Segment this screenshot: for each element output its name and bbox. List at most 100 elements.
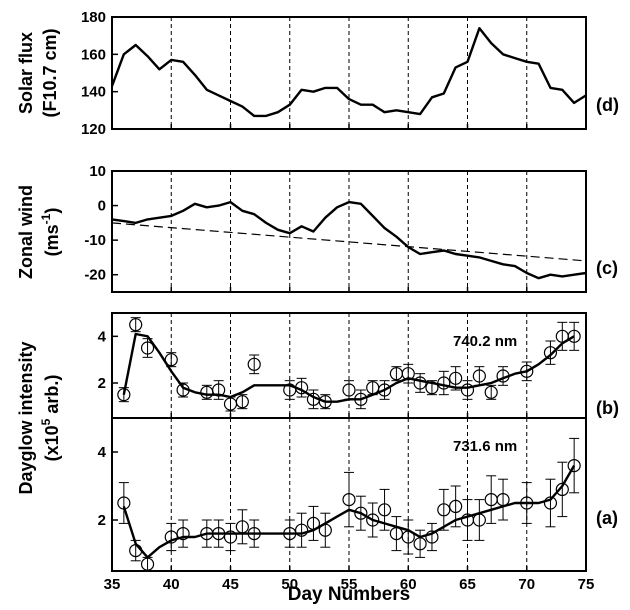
data-marker	[484, 385, 498, 399]
data-marker	[460, 513, 475, 527]
panel-c-ylabel-close: )	[42, 208, 62, 214]
y-tick-label: 2	[98, 512, 106, 529]
data-point	[295, 512, 309, 548]
data-marker	[460, 383, 475, 397]
x-tick-label: 45	[222, 576, 239, 593]
data-point	[567, 437, 581, 494]
data-point	[377, 380, 392, 400]
panel-c-frame	[111, 170, 587, 293]
data-point	[496, 478, 510, 521]
data-point	[223, 522, 238, 552]
panel-b-tag: (b)	[596, 398, 619, 418]
dayglow-ylabel-line1: Dayglow intensity	[16, 341, 36, 494]
panel-a-points	[117, 437, 581, 572]
data-marker	[342, 383, 356, 397]
data-point	[318, 394, 332, 410]
data-point	[247, 519, 261, 548]
data-marker	[200, 526, 214, 541]
data-point	[164, 352, 178, 368]
data-marker	[484, 493, 498, 507]
data-point	[235, 509, 249, 545]
panel-a-y-ticks: 42	[98, 444, 118, 529]
panel-b-y-ticks: 42	[98, 328, 118, 392]
data-marker	[129, 543, 143, 558]
data-point	[223, 396, 238, 412]
data-point	[377, 488, 392, 531]
data-marker	[306, 392, 321, 406]
y-tick-label: -10	[84, 232, 106, 249]
data-point	[129, 317, 143, 333]
data-marker	[212, 526, 226, 541]
y-tick-label: 4	[98, 444, 107, 461]
data-marker	[520, 364, 534, 378]
data-point	[449, 485, 463, 528]
data-point	[449, 366, 463, 391]
panel-d-tag: (d)	[596, 95, 619, 115]
data-marker	[555, 482, 569, 496]
data-point	[413, 529, 427, 558]
y-tick-label: 10	[89, 163, 106, 180]
data-marker	[247, 526, 261, 541]
data-marker	[496, 493, 510, 507]
data-marker	[164, 530, 178, 544]
data-marker	[389, 367, 403, 381]
data-point	[460, 380, 475, 400]
data-point	[200, 384, 214, 400]
data-point	[413, 373, 427, 393]
data-marker	[164, 353, 178, 367]
y-tick-label: 0	[98, 198, 106, 215]
panel-d-y-ticks: 180 160 140 120	[81, 9, 118, 138]
data-point	[342, 380, 356, 400]
data-point	[389, 366, 403, 382]
data-marker	[283, 526, 297, 541]
data-point	[401, 363, 415, 384]
data-point	[212, 519, 226, 548]
x-tick-label: 65	[459, 576, 476, 593]
data-point	[306, 505, 321, 541]
data-point	[176, 382, 190, 398]
data-point	[496, 366, 510, 386]
data-point	[140, 556, 155, 572]
y-tick-label: 4	[98, 328, 107, 345]
data-marker	[472, 369, 486, 383]
y-tick-label: 120	[81, 121, 106, 138]
data-point	[425, 380, 439, 396]
x-tick-label: 60	[400, 576, 417, 593]
data-marker	[496, 369, 510, 383]
x-tick-label: 40	[163, 576, 180, 593]
panel-c-y-ticks: 10 0 -10 -20	[84, 163, 118, 284]
data-marker	[413, 537, 427, 551]
data-point	[425, 522, 439, 552]
data-point	[484, 384, 498, 400]
data-marker	[247, 357, 261, 371]
data-point	[117, 482, 131, 524]
data-point	[235, 394, 249, 410]
data-marker	[354, 392, 368, 406]
data-marker	[117, 496, 131, 510]
panel-d-ylabel-line1: Solar flux	[16, 32, 36, 114]
data-point	[140, 338, 155, 358]
data-marker	[200, 385, 214, 399]
data-marker	[140, 557, 155, 571]
data-point	[295, 377, 309, 398]
x-tick-label: 35	[104, 576, 121, 593]
data-marker	[129, 318, 143, 332]
data-marker	[425, 381, 439, 395]
panel-c-tag: (c)	[596, 258, 618, 278]
data-point	[212, 380, 226, 400]
data-point	[484, 475, 498, 524]
panel-d: 180 160 140 120 (d) Solar flux (F10.7 cm)	[16, 9, 619, 138]
data-point	[117, 387, 131, 403]
dayglow-ylabel-rest: arb.)	[42, 375, 62, 419]
data-point	[472, 499, 486, 541]
dayglow-ylabel-unit: (x10	[42, 425, 62, 461]
data-marker	[401, 530, 415, 544]
data-point	[176, 519, 190, 548]
data-marker	[389, 526, 403, 541]
series-line-0	[111, 200, 587, 280]
data-marker	[520, 496, 534, 510]
data-marker	[449, 499, 463, 513]
panel-c-ylabel-exp: -1	[39, 213, 53, 224]
data-marker	[223, 397, 238, 411]
data-marker	[366, 381, 380, 395]
